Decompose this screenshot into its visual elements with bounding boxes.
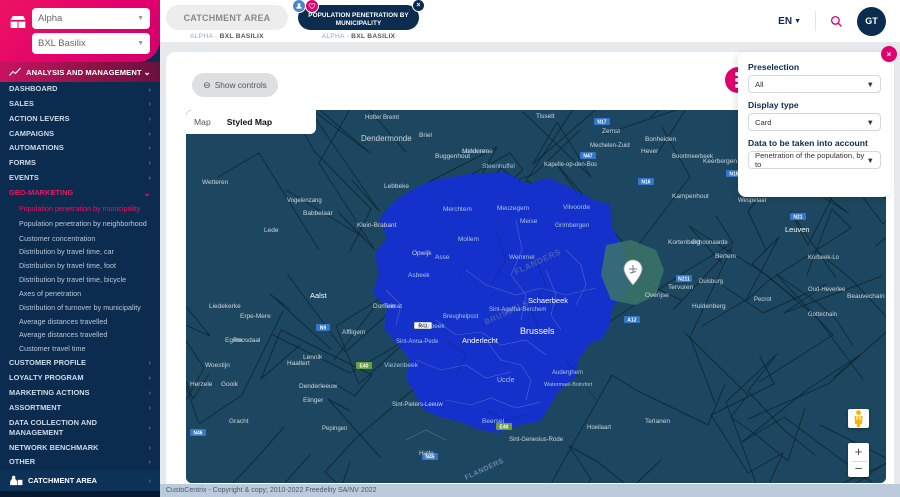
svg-text:Klein-Brabant: Klein-Brabant — [357, 222, 397, 229]
svg-text:Leuven: Leuven — [785, 225, 810, 234]
svg-text:Beersel: Beersel — [482, 418, 505, 425]
svg-text:Elinger: Elinger — [303, 397, 324, 404]
svg-text:Auderghem: Auderghem — [552, 370, 583, 376]
svg-text:Babbelaar: Babbelaar — [303, 210, 333, 217]
svg-text:Grimbergen: Grimbergen — [555, 222, 590, 229]
svg-text:Dilbeek: Dilbeek — [423, 323, 445, 330]
svg-text:Denderleeuw: Denderleeuw — [299, 383, 338, 390]
svg-text:Sint-Genesius-Rode: Sint-Genesius-Rode — [509, 437, 564, 443]
svg-text:Halle: Halle — [419, 450, 434, 457]
svg-text:Breughelpost: Breughelpost — [443, 314, 479, 320]
svg-text:Oud-Heverlee: Oud-Heverlee — [808, 287, 846, 293]
svg-text:Zemst: Zemst — [602, 128, 620, 135]
svg-text:Wetteren: Wetteren — [202, 179, 229, 186]
svg-text:Korbeek-Lo: Korbeek-Lo — [808, 255, 840, 261]
svg-text:Steenhuffel: Steenhuffel — [482, 163, 515, 170]
svg-text:Pepingen: Pepingen — [322, 426, 347, 432]
svg-text:N46: N46 — [193, 431, 202, 437]
svg-text:Pecrot: Pecrot — [754, 297, 772, 303]
svg-text:Londerzee: Londerzee — [462, 148, 493, 155]
svg-text:Tervuren: Tervuren — [668, 284, 694, 291]
svg-text:Hoeilaart: Hoeilaart — [587, 425, 611, 431]
svg-text:Affligem: Affligem — [342, 329, 365, 336]
svg-text:Gooik: Gooik — [221, 381, 239, 388]
svg-text:Opwijk: Opwijk — [412, 250, 432, 257]
svg-text:E40: E40 — [500, 425, 509, 431]
svg-text:Asbeek: Asbeek — [408, 272, 430, 279]
svg-text:Vilvoorde: Vilvoorde — [563, 204, 590, 211]
svg-text:Woestijn: Woestijn — [205, 362, 230, 369]
svg-text:Sint-Pieters-Leeuw: Sint-Pieters-Leeuw — [392, 402, 443, 408]
svg-text:Tisselt: Tisselt — [536, 113, 555, 120]
svg-text:Kapelle-op-den-Bos: Kapelle-op-den-Bos — [544, 162, 597, 168]
svg-text:Terlanen: Terlanen — [645, 418, 670, 425]
svg-text:Briel: Briel — [419, 132, 433, 139]
svg-text:Huldenberg: Huldenberg — [692, 303, 726, 310]
svg-text:Schoonaarde: Schoonaarde — [692, 240, 728, 246]
svg-text:Hever: Hever — [641, 148, 659, 155]
svg-text:Lennik: Lennik — [303, 354, 323, 361]
svg-text:Mollem: Mollem — [458, 236, 479, 243]
svg-text:Sint-Agatha-Berchem: Sint-Agatha-Berchem — [489, 307, 546, 313]
svg-text:Overijse: Overijse — [645, 292, 669, 299]
svg-text:N9: N9 — [320, 326, 327, 332]
svg-text:Wemmel: Wemmel — [509, 254, 535, 261]
svg-text:Herzele: Herzele — [190, 381, 213, 388]
svg-text:Bertem: Bertem — [715, 253, 736, 260]
svg-text:Aalst: Aalst — [310, 291, 328, 300]
svg-text:Brussels: Brussels — [520, 326, 555, 336]
svg-text:Kampenhout: Kampenhout — [672, 193, 709, 200]
svg-text:Roosdaal: Roosdaal — [233, 337, 261, 344]
svg-text:Viezenbeek: Viezenbeek — [384, 362, 419, 369]
svg-text:Vogelenzang: Vogelenzang — [287, 198, 322, 204]
svg-text:Ternat: Ternat — [384, 303, 402, 310]
svg-text:Merchtem: Merchtem — [443, 206, 472, 213]
svg-text:Haaltert: Haaltert — [287, 360, 310, 367]
svg-text:Duisburg: Duisburg — [699, 279, 723, 285]
svg-text:N47: N47 — [583, 154, 592, 160]
svg-text:Anderlecht: Anderlecht — [462, 336, 499, 345]
svg-text:Schaerbeek: Schaerbeek — [528, 296, 568, 305]
svg-text:Hofter Bremt: Hofter Bremt — [365, 115, 399, 121]
svg-text:Lebbeke: Lebbeke — [384, 183, 409, 190]
svg-text:Erpe-Mere: Erpe-Mere — [240, 313, 271, 320]
svg-text:N211: N211 — [678, 277, 690, 283]
svg-text:A12: A12 — [627, 318, 636, 324]
svg-text:N21: N21 — [793, 215, 802, 221]
svg-text:Meise: Meise — [520, 218, 538, 225]
svg-text:Gottechain: Gottechain — [808, 312, 837, 318]
svg-text:N16: N16 — [641, 180, 650, 186]
svg-text:Watermael-Boitsfort: Watermael-Boitsfort — [544, 382, 593, 388]
svg-text:Sint-Anna-Pede: Sint-Anna-Pede — [396, 339, 439, 345]
svg-text:Beauvechain: Beauvechain — [847, 293, 885, 300]
svg-text:Uccle: Uccle — [497, 377, 515, 384]
svg-text:Bonheiden: Bonheiden — [645, 136, 676, 143]
svg-text:Lede: Lede — [264, 227, 279, 234]
svg-text:Wespelaar: Wespelaar — [738, 198, 767, 204]
svg-text:Gracht: Gracht — [229, 418, 249, 425]
svg-text:E40: E40 — [360, 364, 369, 370]
svg-text:N17: N17 — [597, 120, 606, 126]
svg-text:Dendermonde: Dendermonde — [361, 134, 412, 143]
svg-text:Asse: Asse — [435, 254, 450, 261]
svg-text:Meuzegem: Meuzegem — [497, 205, 529, 212]
svg-text:Keerbergen: Keerbergen — [703, 158, 737, 165]
svg-text:Mechelen-Zuid: Mechelen-Zuid — [590, 143, 630, 149]
svg-text:Liedekerke: Liedekerke — [209, 303, 241, 310]
